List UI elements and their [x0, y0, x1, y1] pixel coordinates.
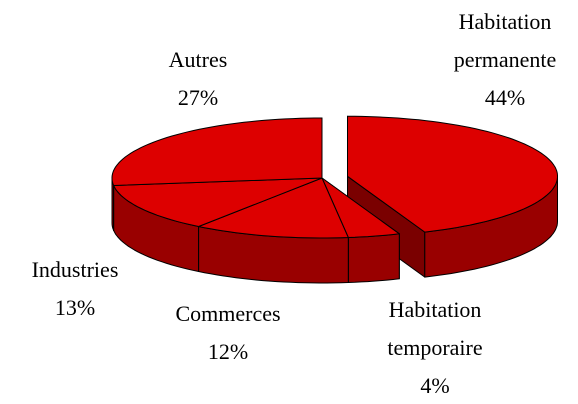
pie-slice — [347, 115, 558, 233]
label-line: Industries — [32, 257, 119, 282]
label-line: Commerces — [175, 301, 280, 326]
value-label: 12% — [208, 339, 248, 364]
value-label: 4% — [420, 373, 449, 398]
value-label: 44% — [485, 85, 525, 110]
value-label: 27% — [178, 85, 218, 110]
label-line: Habitation — [389, 297, 482, 322]
pie-slice — [321, 177, 400, 238]
pie-slice — [113, 177, 323, 227]
pie-slice — [111, 117, 323, 186]
slice-label: Commerces — [175, 301, 280, 326]
slice-label: Autres — [169, 47, 228, 72]
slice-wall — [347, 233, 400, 283]
label-line: Autres — [169, 47, 228, 72]
slice-label: Habitation permanente — [454, 9, 557, 72]
slice-label: Industries — [32, 257, 119, 282]
label-line: temporaire — [387, 335, 482, 360]
pie-slice — [198, 177, 349, 239]
value-label: 13% — [55, 295, 95, 320]
label-line: Habitation — [459, 9, 552, 34]
slice-label: Habitation temporaire — [387, 297, 482, 360]
label-line: permanente — [454, 47, 557, 72]
